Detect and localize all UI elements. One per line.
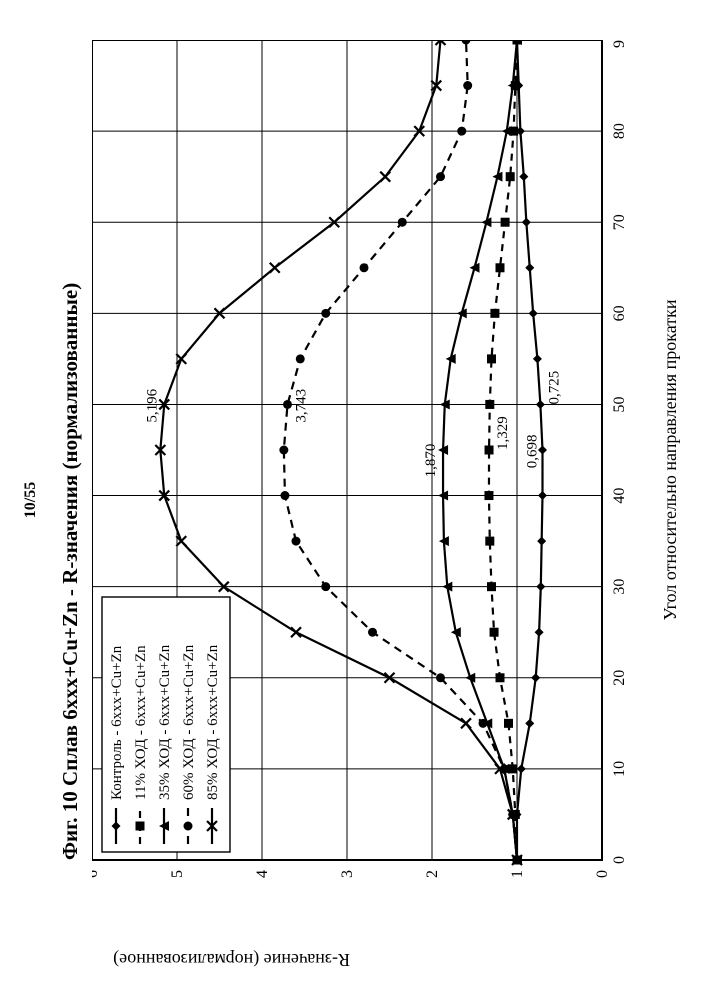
y-tick-label: 0: [594, 870, 611, 878]
x-axis-label: Угол относительно направления прокатки: [660, 60, 681, 860]
x-tick-label: 20: [611, 670, 628, 686]
data-label: 1,329: [495, 416, 511, 450]
legend-item-xod35: 35% ХОД - 6xxx+Cu+Zn: [157, 644, 173, 800]
x-tick-label: 90: [611, 40, 628, 48]
x-tick-label: 0: [611, 856, 628, 864]
x-tick-label: 50: [611, 396, 628, 412]
x-tick-label: 70: [611, 214, 628, 230]
data-label: 5,196: [144, 388, 160, 422]
data-label: 1,870: [423, 444, 439, 478]
data-label: 0,725: [546, 371, 562, 405]
y-tick-label: 3: [339, 870, 356, 878]
y-tick-label: 6: [92, 870, 101, 878]
legend-item-xod85: 85% ХОД - 6xxx+Cu+Zn: [205, 644, 221, 800]
legend-item-xod11: 11% ХОД - 6xxx+Cu+Zn: [133, 645, 149, 800]
x-tick-label: 30: [611, 579, 628, 595]
y-tick-label: 1: [509, 870, 526, 878]
page-number: 10/55: [22, 0, 40, 1000]
x-tick-label: 40: [611, 488, 628, 504]
legend-item-control: Контроль - 6xxx+Cu+Zn: [109, 645, 125, 800]
data-label: 0,698: [525, 434, 541, 468]
y-axis-label: R-значение (нормализованное): [113, 949, 350, 970]
legend-item-xod60: 60% ХОД - 6xxx+Cu+Zn: [181, 644, 197, 800]
chart-title: Фиг. 10 Сплав 6xxx+Cu+Zn - R-значения (н…: [58, 60, 83, 860]
data-label: 3,743: [294, 389, 310, 423]
y-tick-label: 2: [424, 870, 441, 878]
x-tick-label: 80: [611, 123, 628, 139]
x-tick-label: 60: [611, 305, 628, 321]
y-tick-label: 4: [254, 870, 271, 878]
x-tick-label: 10: [611, 761, 628, 777]
chart-plot-area: 0 10 20 30 40 50 60 70 80 90 0 1 2 3 4 5 6 0,725 1,329 1,87…: [92, 40, 652, 910]
y-tick-label: 5: [169, 870, 186, 878]
